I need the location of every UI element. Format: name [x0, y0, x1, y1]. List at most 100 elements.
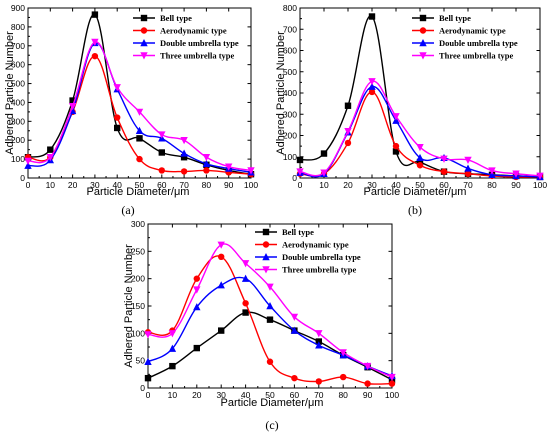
y-tick-label: 100: [283, 152, 297, 162]
data-point: [144, 357, 152, 365]
data-point: [320, 150, 328, 157]
data-point: [135, 126, 144, 134]
y-tick-label: 0: [20, 173, 25, 183]
data-point: [135, 108, 144, 116]
data-point: [344, 139, 352, 147]
y-tick-label: 100: [11, 154, 25, 164]
data-point: [512, 170, 520, 178]
data-point: [296, 168, 304, 176]
x-tick-label: 0: [298, 180, 303, 190]
data-point: [440, 155, 448, 163]
x-tick-label: 50: [265, 390, 275, 400]
data-point: [339, 349, 347, 357]
legend-marker: [140, 27, 148, 34]
x-tick-label: 20: [343, 180, 353, 190]
data-point: [368, 82, 376, 90]
legend-label: Three umbrella type: [439, 51, 514, 61]
legend-label: Three umbrella type: [282, 265, 357, 275]
data-point: [193, 303, 201, 311]
data-point: [388, 380, 396, 387]
legend-label: Three umbrella type: [160, 51, 235, 61]
legend-marker: [140, 39, 148, 47]
y-tick-label: 700: [283, 24, 297, 34]
data-point: [488, 167, 496, 175]
data-point: [315, 378, 322, 385]
y-tick-label: 150: [131, 301, 145, 311]
data-point: [241, 260, 250, 268]
data-point: [247, 167, 255, 175]
data-point: [320, 169, 328, 177]
y-tick-label: 250: [131, 246, 145, 256]
series-line: [27, 41, 252, 172]
y-tick-label: 200: [11, 135, 25, 145]
y-tick-label: 500: [11, 79, 25, 89]
x-axis-title: Particle Diameter/μm: [221, 397, 324, 409]
data-point: [464, 156, 472, 164]
data-point: [144, 331, 152, 339]
data-point: [392, 148, 400, 155]
y-axis-title: Adhered Particle Number: [123, 244, 135, 368]
y-tick-label: 600: [11, 60, 25, 70]
data-point: [368, 13, 376, 20]
x-tick-label: 80: [202, 180, 212, 190]
data-point: [168, 344, 177, 352]
legend-marker: [140, 14, 148, 22]
x-tick-label: 40: [241, 390, 251, 400]
data-point: [158, 149, 165, 156]
x-tick-label: 100: [533, 180, 547, 190]
data-point: [91, 52, 99, 60]
data-point: [114, 124, 121, 132]
x-tick-label: 40: [112, 180, 122, 190]
data-point: [217, 241, 225, 249]
series-line: [27, 13, 252, 175]
x-tick-label: 60: [157, 180, 167, 190]
data-point: [266, 358, 274, 365]
data-point: [202, 159, 211, 168]
x-tick-label: 60: [439, 180, 449, 190]
data-point: [242, 309, 249, 316]
panel-label: (a): [121, 203, 134, 217]
legend-label: Double umbrella type: [439, 38, 518, 48]
x-tick-label: 20: [68, 180, 78, 190]
data-point: [392, 142, 400, 150]
data-point: [136, 155, 143, 163]
x-tick-label: 30: [367, 180, 377, 190]
data-point: [180, 154, 188, 161]
data-point: [113, 84, 121, 92]
data-point: [368, 88, 376, 96]
legend-label: Double umbrella type: [282, 252, 361, 262]
data-point: [136, 135, 143, 142]
series-line: [27, 42, 252, 174]
x-tick-label: 10: [168, 390, 178, 400]
data-point: [193, 286, 201, 294]
y-tick-label: 700: [11, 41, 25, 51]
data-point: [291, 374, 298, 382]
data-point: [344, 102, 352, 109]
legend-label: Double umbrella type: [160, 38, 239, 48]
x-tick-label: 50: [415, 180, 425, 190]
data-point: [144, 374, 152, 382]
data-point: [290, 326, 299, 334]
data-point: [168, 330, 177, 338]
x-tick-label: 80: [338, 390, 348, 400]
data-point: [364, 380, 371, 387]
data-point: [193, 344, 200, 352]
x-tick-label: 100: [385, 390, 399, 400]
x-tick-label: 10: [46, 180, 56, 190]
data-point: [217, 281, 225, 289]
x-tick-label: 70: [314, 390, 324, 400]
data-point: [266, 283, 274, 291]
data-point: [203, 167, 210, 174]
data-point: [416, 153, 424, 162]
data-point: [158, 131, 166, 139]
y-tick-label: 100: [131, 328, 145, 338]
x-tick-label: 90: [363, 390, 373, 400]
data-point: [193, 275, 200, 282]
data-point: [296, 156, 304, 164]
data-point: [69, 97, 76, 104]
y-tick-label: 300: [131, 219, 145, 229]
x-tick-label: 30: [90, 180, 100, 190]
legend-marker: [262, 228, 270, 236]
data-point: [202, 154, 211, 162]
y-tick-label: 50: [136, 356, 146, 366]
